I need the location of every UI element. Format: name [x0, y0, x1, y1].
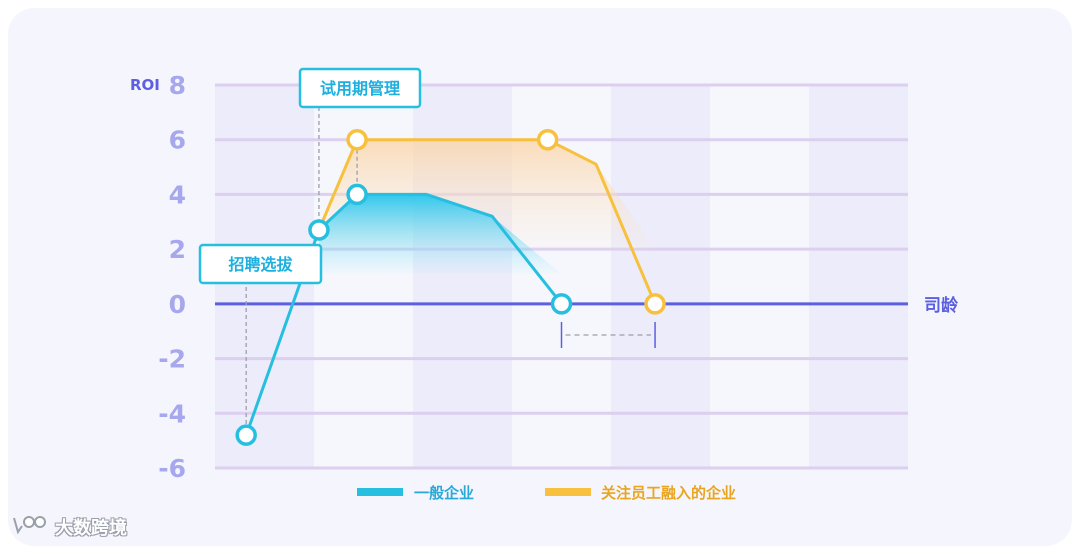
callout-label: 试用期管理 — [320, 79, 400, 98]
legend-label-blue: 一般企业 — [414, 484, 474, 502]
data-point-blue — [550, 293, 573, 315]
y-tick-label: 8 — [169, 71, 186, 100]
data-point-blue — [308, 219, 330, 241]
data-point-orange — [346, 128, 368, 151]
background-band — [611, 85, 710, 468]
legend: 一般企业 关注员工融入的企业 — [357, 484, 736, 502]
y-tick-label: 4 — [169, 180, 186, 209]
watermark-text: 大数跨境 — [55, 518, 127, 539]
data-point-blue — [346, 183, 368, 206]
legend-swatch-blue — [357, 488, 403, 496]
blue-area-fill — [318, 194, 562, 275]
x-axis-title: 司龄 — [924, 295, 959, 316]
axis-titles: ROI 司龄 — [130, 76, 959, 316]
y-tick-label: 0 — [169, 290, 186, 319]
duration-bracket — [560, 322, 656, 348]
y-tick-labels: 8 6 4 2 0 -2 -4 -6 — [158, 71, 186, 483]
legend-label-orange: 关注员工融入的企业 — [601, 484, 736, 502]
legend-swatch-orange — [545, 488, 591, 496]
y-tick-label: -2 — [158, 345, 186, 374]
data-point-orange — [644, 293, 666, 315]
data-point-blue — [235, 424, 257, 446]
callout-box — [298, 67, 422, 109]
data-point-orange — [536, 128, 559, 151]
callout-box — [198, 243, 323, 285]
watermark: 大数跨境 — [12, 514, 127, 540]
callouts: 招聘选拔 试用期管理 — [198, 67, 422, 285]
y-tick-label: 6 — [169, 126, 186, 155]
area-fills — [318, 139, 656, 275]
brand-logo-icon — [13, 516, 46, 535]
y-tick-label: -4 — [158, 399, 186, 428]
callout-label: 招聘选拔 — [228, 255, 293, 274]
y-tick-label: 2 — [169, 235, 186, 264]
callout-guides — [245, 107, 358, 426]
y-axis-title: ROI — [130, 76, 160, 94]
background-band — [809, 85, 908, 468]
y-tick-label: -6 — [158, 454, 186, 483]
series-points — [235, 128, 666, 446]
background-band — [710, 85, 809, 468]
